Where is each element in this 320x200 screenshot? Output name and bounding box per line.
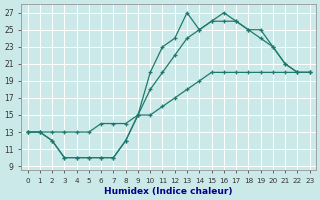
X-axis label: Humidex (Indice chaleur): Humidex (Indice chaleur): [104, 187, 233, 196]
